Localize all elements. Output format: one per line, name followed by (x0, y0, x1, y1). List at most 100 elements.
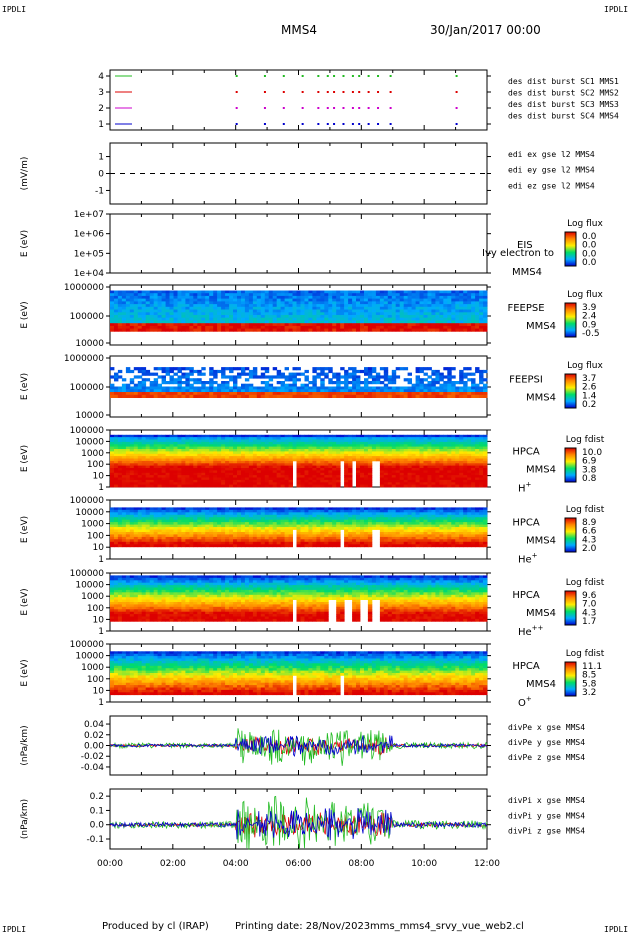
burst-panel-burst-mark (333, 107, 336, 109)
hpca-h-panel-pixel (114, 444, 119, 448)
burst-panel-burst-mark (235, 107, 238, 109)
hpca-h-panel-pixel (161, 456, 166, 459)
feepse-panel-pixel (225, 304, 230, 308)
feepse-panel-pixel (149, 290, 155, 294)
feepse-panel-pixel (451, 315, 456, 319)
hpca-h-panel-pixel (407, 451, 412, 455)
hpca-h-panel-pixel (117, 479, 123, 483)
feepsi-panel-pixel (221, 392, 226, 396)
hpca-h-panel-pixel (241, 458, 246, 462)
feepse-panel-pixel (435, 325, 440, 329)
feepse-panel-pixel (121, 312, 127, 316)
feepsi-panel-pixel (177, 394, 182, 398)
hpca-h-panel-pixel (221, 463, 226, 467)
hpca-h-panel-pixel (237, 460, 242, 464)
hpca-h-panel-pixel (252, 484, 258, 488)
hpca-he-panel-pixel (141, 539, 147, 543)
feepse-panel-pixel (153, 301, 159, 305)
feepse-panel-pixel (189, 320, 194, 324)
feepse-panel-pixel (479, 320, 484, 324)
hpca-h-panel-pixel (395, 444, 401, 448)
hpca-h-panel-pixel (133, 449, 139, 452)
feepsi-panel-pixel (419, 378, 424, 382)
hpca-h-panel-pixel (125, 453, 131, 457)
hpca-he-panel-pixel (141, 522, 147, 525)
hpca-h-panel-pixel (157, 484, 162, 488)
hpca-h-panel-pixel (459, 484, 464, 488)
hpca-h-panel-pixel (173, 441, 178, 445)
feepse-panel-pixel (475, 309, 480, 313)
feepse-panel-pixel (241, 293, 246, 297)
feepse-panel-pixel (328, 317, 333, 321)
hpca-h-panel-pixel (455, 472, 460, 476)
feepse-panel-pixel (383, 295, 389, 299)
feepse-panel-pixel (332, 315, 337, 319)
hpca-h-panel-pixel (137, 475, 143, 478)
hpca-h-panel-pixel (379, 446, 385, 450)
feepsi-panel-pixel (332, 372, 337, 376)
hpca-he-panel-pixel (157, 544, 162, 548)
hpca-h-panel-pixel (463, 460, 468, 464)
hpca-h-panel-pixel (244, 439, 250, 443)
hpca-h-panel-pixel (201, 434, 206, 438)
feepse-panel-pixel (129, 317, 135, 321)
feepsi-panel-pixel (225, 389, 230, 393)
feepse-panel-pixel (213, 315, 218, 319)
hpca-he-panel-pixel (137, 507, 143, 511)
feepse-panel-pixel (443, 293, 448, 297)
feepsi-panel-pixel (213, 389, 218, 393)
hpca-he-panel-pixel (169, 512, 174, 516)
feepse-panel-pixel (110, 323, 115, 327)
hpca-h-panel-pixel (149, 475, 155, 478)
feepsi-panel-pixel (419, 394, 424, 398)
feepse-panel-pixel (371, 298, 377, 302)
hpca-h-panel-pixel (165, 456, 170, 459)
feepsi-panel-pixel (411, 386, 416, 390)
feepse-panel-pixel (292, 325, 297, 329)
hpca-h-panel-pixel (395, 449, 401, 452)
hpca-h-panel-pixel (324, 456, 329, 459)
hpca-h-panel-pixel (459, 444, 464, 448)
hpca-h-panel-pixel (447, 458, 452, 462)
feepsi-panel-pixel (153, 378, 159, 382)
hpca-h-panel-pixel (320, 465, 325, 469)
feepse-panel-pixel (439, 328, 444, 332)
hpca-he-panel-pixel (161, 529, 166, 533)
feepse-panel-pixel (431, 323, 436, 327)
hpca-h-panel-pixel (419, 475, 424, 478)
hpca-he-panel-pixel (145, 509, 151, 513)
hpca-h-panel-pixel (360, 482, 365, 486)
feepsi-panel-pixel (447, 381, 452, 385)
feepse-panel-pixel (431, 317, 436, 321)
hpca-he-panel-pixel (129, 517, 135, 521)
feepse-panel-pixel (352, 306, 357, 310)
feepse-panel-pixel (379, 312, 385, 316)
feepse-panel-pixel (463, 298, 468, 302)
feepse-panel-pixel (197, 301, 202, 305)
feepsi-panel-pixel (340, 392, 345, 396)
hpca-he-panel-pixel (114, 539, 119, 543)
feepse-panel-pixel (336, 301, 341, 305)
hpca-h-panel-pixel (423, 441, 428, 445)
feepse-panel-pixel (312, 295, 317, 299)
feepse-panel-pixel (237, 301, 242, 305)
feepsi-panel-pixel (364, 372, 369, 376)
feepse-panel-pixel (367, 317, 373, 321)
feepsi-panel-pixel (205, 386, 210, 390)
hpca-he-panel-pixel (110, 529, 115, 533)
hpca-he-panel-pixel (137, 534, 143, 538)
feepse-panel-pixel (300, 306, 305, 310)
eis-panel-ytick-label: 1e+04 (74, 269, 105, 279)
feepse-panel-pixel (129, 306, 135, 310)
hpca-h-panel-pixel (165, 434, 170, 438)
feepse-panel-pixel (320, 320, 325, 324)
hpca-h-panel-pixel (217, 475, 222, 478)
hpca-he-panel-pixel (114, 529, 119, 533)
feepse-panel-pixel (431, 320, 436, 324)
hpca-h-panel-pixel (324, 441, 329, 445)
hpca-h-panel-pixel (181, 479, 186, 483)
feepsi-panel-pixel (367, 394, 373, 398)
hpca-h-panel-pixel (221, 468, 226, 471)
burst-panel-burst-mark (301, 123, 304, 125)
hpca-h-panel-pixel (431, 444, 436, 448)
